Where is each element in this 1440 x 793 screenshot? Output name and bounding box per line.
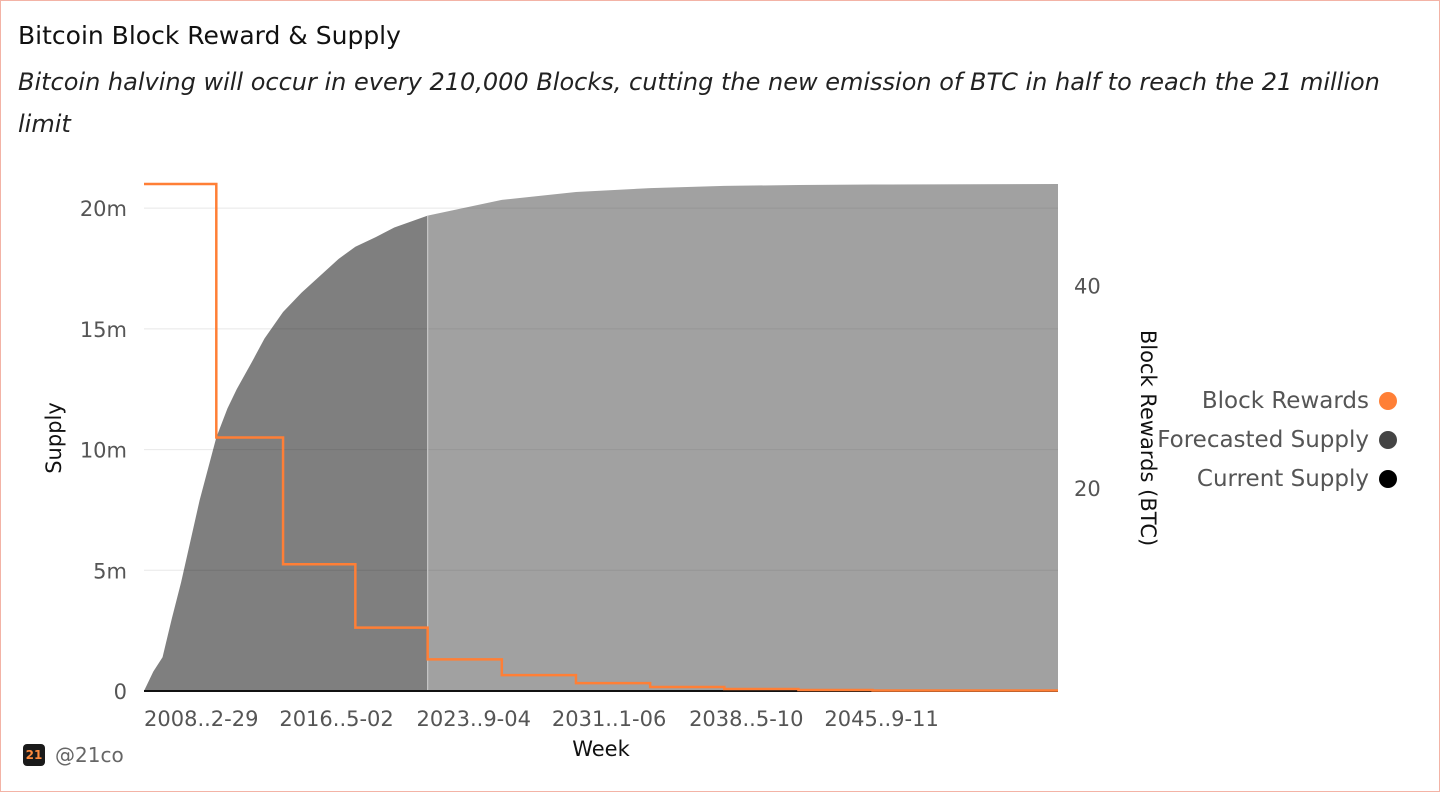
current-supply-area: [144, 215, 428, 691]
x-tick-label: 2045..9-11: [824, 707, 938, 731]
x-tick-label: 2008..2-29: [144, 707, 258, 731]
y-tick-label: 10m: [80, 439, 127, 463]
y-tick-label: 5m: [93, 559, 127, 583]
chart-legend: Block Rewards Forecasted Supply Current …: [1157, 381, 1397, 498]
y-tick-label: 0: [114, 680, 127, 704]
y2-axis-label: Block Rewards (BTC): [1136, 330, 1160, 546]
legend-item-current-supply[interactable]: Current Supply: [1157, 459, 1397, 498]
footer: 21 @21co: [23, 743, 124, 767]
y-tick-label: 20m: [80, 197, 127, 221]
legend-label: Current Supply: [1196, 465, 1369, 492]
y2-tick-label: 40: [1074, 274, 1101, 298]
legend-label: Forecasted Supply: [1157, 426, 1369, 453]
x-axis-label: Week: [572, 737, 630, 761]
legend-item-forecasted-supply[interactable]: Forecasted Supply: [1157, 420, 1397, 459]
footer-handle[interactable]: @21co: [55, 743, 124, 767]
21co-logo-icon: 21: [23, 744, 45, 766]
chart-subtitle: Bitcoin halving will occur in every 210,…: [18, 68, 1380, 138]
y2-tick-label: 20: [1074, 477, 1101, 501]
chart-title: Bitcoin Block Reward & Supply: [18, 21, 401, 50]
x-tick-label: 2038..5-10: [689, 707, 803, 731]
y-tick-label: 15m: [80, 318, 127, 342]
block-rewards-line: [144, 182, 1058, 692]
forecasted-supply-area: [427, 184, 1059, 691]
x-tick-label: 2023..9-04: [417, 707, 531, 731]
legend-swatch: [1379, 391, 1397, 410]
x-tick-label: 2016..5-02: [279, 707, 393, 731]
y-axis-label: Supply: [42, 402, 66, 474]
legend-label: Block Rewards: [1201, 387, 1369, 414]
x-tick-label: 2031..1-06: [552, 707, 666, 731]
legend-swatch: [1379, 469, 1397, 488]
legend-item-block-rewards[interactable]: Block Rewards: [1157, 381, 1397, 420]
legend-swatch: [1379, 430, 1397, 449]
